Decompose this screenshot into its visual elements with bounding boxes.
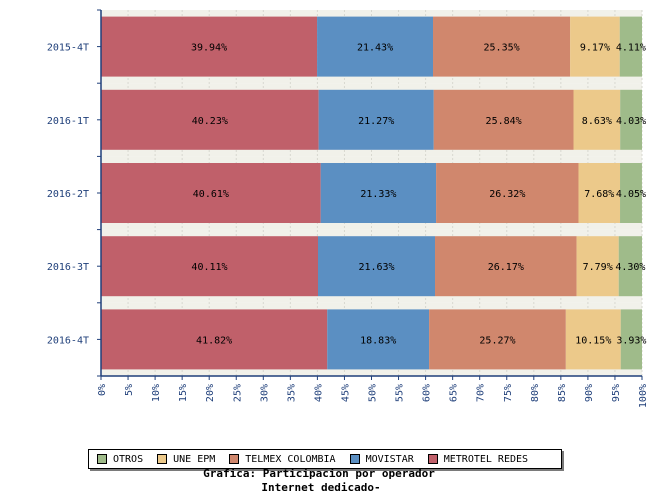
data-label: 25.27% bbox=[479, 335, 515, 346]
bar-segment bbox=[620, 309, 642, 370]
category-label: 2016-4T bbox=[47, 335, 89, 346]
data-label: 21.33% bbox=[360, 189, 396, 200]
legend-swatch bbox=[427, 454, 438, 464]
bar-segment bbox=[429, 309, 566, 370]
bar-segment bbox=[101, 236, 318, 297]
bar-segment bbox=[317, 16, 434, 77]
bar-segment bbox=[620, 89, 642, 150]
data-label: 8.63% bbox=[582, 116, 612, 127]
bar-segment bbox=[578, 163, 621, 223]
bar-segment bbox=[565, 309, 621, 370]
x-tick-label: 0% bbox=[97, 384, 108, 396]
x-tick-label: 55% bbox=[395, 384, 406, 402]
data-label: 18.83% bbox=[360, 335, 396, 346]
legend-item: TELMEX COLOMBIA bbox=[229, 453, 336, 465]
legend-label: METROTEL REDES bbox=[443, 453, 529, 465]
legend: OTROS UNE EPM TELMEX COLOMBIA MOVISTAR METRO… bbox=[88, 449, 562, 469]
data-label: 4.03% bbox=[616, 116, 646, 127]
data-label: 41.82% bbox=[196, 335, 232, 346]
bar-segment bbox=[320, 163, 437, 223]
x-tick-label: 45% bbox=[340, 384, 351, 402]
x-tick-label: 70% bbox=[476, 384, 487, 402]
x-tick-label: 60% bbox=[422, 384, 433, 402]
bar-segment bbox=[576, 236, 619, 297]
bar-segment bbox=[620, 163, 642, 223]
x-tick-label: 75% bbox=[503, 384, 514, 402]
data-label: 4.05% bbox=[616, 189, 646, 200]
bar-segment bbox=[317, 236, 436, 297]
legend-swatch bbox=[157, 454, 168, 464]
data-label: 21.63% bbox=[358, 262, 394, 273]
x-tick-label: 10% bbox=[151, 384, 162, 402]
legend-item: OTROS bbox=[97, 454, 143, 465]
x-tick-label: 90% bbox=[584, 384, 595, 402]
legend-label: MOVISTAR bbox=[365, 453, 414, 465]
x-tick-label: 15% bbox=[178, 384, 189, 402]
x-tick-label: 65% bbox=[449, 384, 460, 402]
bar-segment bbox=[618, 236, 642, 297]
data-label: 25.84% bbox=[486, 116, 522, 127]
legend-label: TELMEX COLOMBIA bbox=[245, 453, 336, 465]
x-tick-label: 30% bbox=[259, 384, 270, 402]
bar-segment bbox=[327, 309, 430, 370]
data-label: 10.15% bbox=[575, 335, 611, 346]
legend-swatch bbox=[97, 454, 107, 464]
legend-swatch bbox=[349, 454, 360, 464]
legend-item: UNE EPM bbox=[157, 454, 215, 465]
bar-segment bbox=[436, 163, 579, 223]
data-label: 26.32% bbox=[489, 189, 525, 200]
x-tick-label: 25% bbox=[232, 384, 243, 402]
data-label: 7.68% bbox=[584, 189, 614, 200]
legend-swatch bbox=[229, 454, 240, 464]
x-tick-label: 100% bbox=[638, 384, 649, 408]
category-label: 2016-2T bbox=[47, 189, 89, 200]
data-label: 9.17% bbox=[580, 43, 610, 54]
category-label: 2016-3T bbox=[47, 262, 89, 273]
bar-segment bbox=[570, 16, 620, 77]
data-label: 7.79% bbox=[583, 262, 613, 273]
x-tick-label: 85% bbox=[557, 384, 568, 402]
x-tick-label: 35% bbox=[286, 384, 297, 402]
legend-item: METROTEL REDES bbox=[427, 453, 529, 465]
data-label: 21.27% bbox=[358, 116, 394, 127]
legend-label: OTROS bbox=[113, 453, 144, 465]
x-tick-label: 40% bbox=[313, 384, 324, 402]
bar-segment bbox=[101, 89, 319, 150]
bar-segment bbox=[318, 89, 434, 150]
data-label: 40.11% bbox=[191, 262, 227, 273]
data-label: 4.11% bbox=[616, 43, 646, 54]
legend-item: MOVISTAR bbox=[349, 453, 414, 465]
x-tick-label: 80% bbox=[530, 384, 541, 402]
x-tick-label: 5% bbox=[124, 384, 135, 396]
x-tick-label: 95% bbox=[611, 384, 622, 402]
bar-segment bbox=[573, 89, 621, 150]
chart-caption-line-1: Grafica: Participacion por operador bbox=[203, 467, 435, 480]
data-label: 40.23% bbox=[192, 116, 228, 127]
x-tick-label: 20% bbox=[205, 384, 216, 402]
data-label: 40.61% bbox=[193, 189, 229, 200]
data-label: 3.93% bbox=[616, 335, 646, 346]
category-label: 2016-1T bbox=[47, 116, 89, 127]
chart-caption-line-2: Internet dedicado- bbox=[261, 481, 381, 494]
bar-segment bbox=[101, 163, 321, 223]
bar-segment bbox=[101, 16, 318, 77]
bar-segment bbox=[433, 16, 571, 77]
data-label: 21.43% bbox=[357, 43, 393, 54]
data-label: 4.30% bbox=[615, 262, 645, 273]
data-label: 39.94% bbox=[191, 43, 227, 54]
legend-label: UNE EPM bbox=[173, 453, 216, 465]
bar-segment bbox=[101, 309, 328, 370]
bar-segment bbox=[433, 89, 574, 150]
data-label: 26.17% bbox=[488, 262, 524, 273]
bar-segment bbox=[619, 16, 642, 77]
bar-segment bbox=[435, 236, 577, 297]
category-label: 2015-4T bbox=[47, 43, 89, 54]
x-tick-label: 50% bbox=[368, 384, 379, 402]
data-label: 25.35% bbox=[484, 43, 520, 54]
